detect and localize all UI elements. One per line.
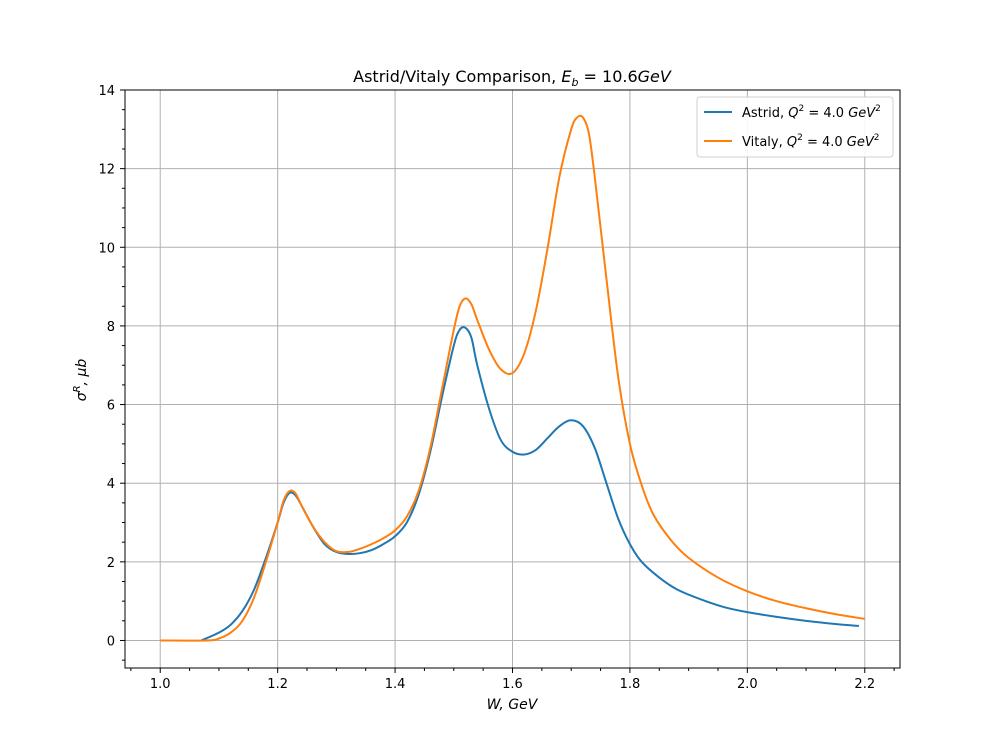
y-tick-label: 12 (98, 163, 115, 178)
series-lines (160, 114, 865, 642)
legend-box (696, 96, 894, 158)
y-tick-label: 0 (107, 634, 115, 649)
legend-label-vitaly: Vitaly, Q2 = 4.0 GeV2 (742, 133, 880, 150)
x-tick-label: 1.8 (620, 677, 641, 692)
y-tick-label: 8 (107, 320, 115, 335)
x-tick-label: 1.4 (385, 677, 406, 692)
legend: Astrid, Q2 = 4.0 GeV2 Vitaly, Q2 = 4.0 G… (696, 96, 894, 158)
series-line-vitaly (160, 114, 865, 642)
x-axis-title: W, GeV (487, 697, 539, 713)
y-tick-label: 14 (98, 84, 115, 99)
y-tick-label: 10 (98, 241, 115, 256)
series-line-astrid (200, 326, 859, 642)
x-tick-label: 1.6 (502, 677, 523, 692)
y-tick-label: 4 (107, 477, 115, 492)
chart-title: Astrid/Vitaly Comparison, Eb = 10.6GeV (353, 67, 672, 89)
x-tick-label: 2.2 (854, 677, 875, 692)
x-tick-label: 1.2 (267, 677, 288, 692)
legend-label-astrid: Astrid, Q2 = 4.0 GeV2 (742, 104, 881, 121)
y-tick-label: 6 (107, 399, 115, 414)
y-tick-label: 2 (107, 556, 115, 571)
x-tick-label: 1.0 (150, 677, 171, 692)
y-axis-title: σR, μb (72, 359, 90, 402)
axis-ticks: 1.0 1.2 1.4 1.6 1.8 2.0 2.2 0 2 4 6 8 10 12 14 (98, 84, 895, 692)
x-tick-label: 2.0 (737, 677, 758, 692)
